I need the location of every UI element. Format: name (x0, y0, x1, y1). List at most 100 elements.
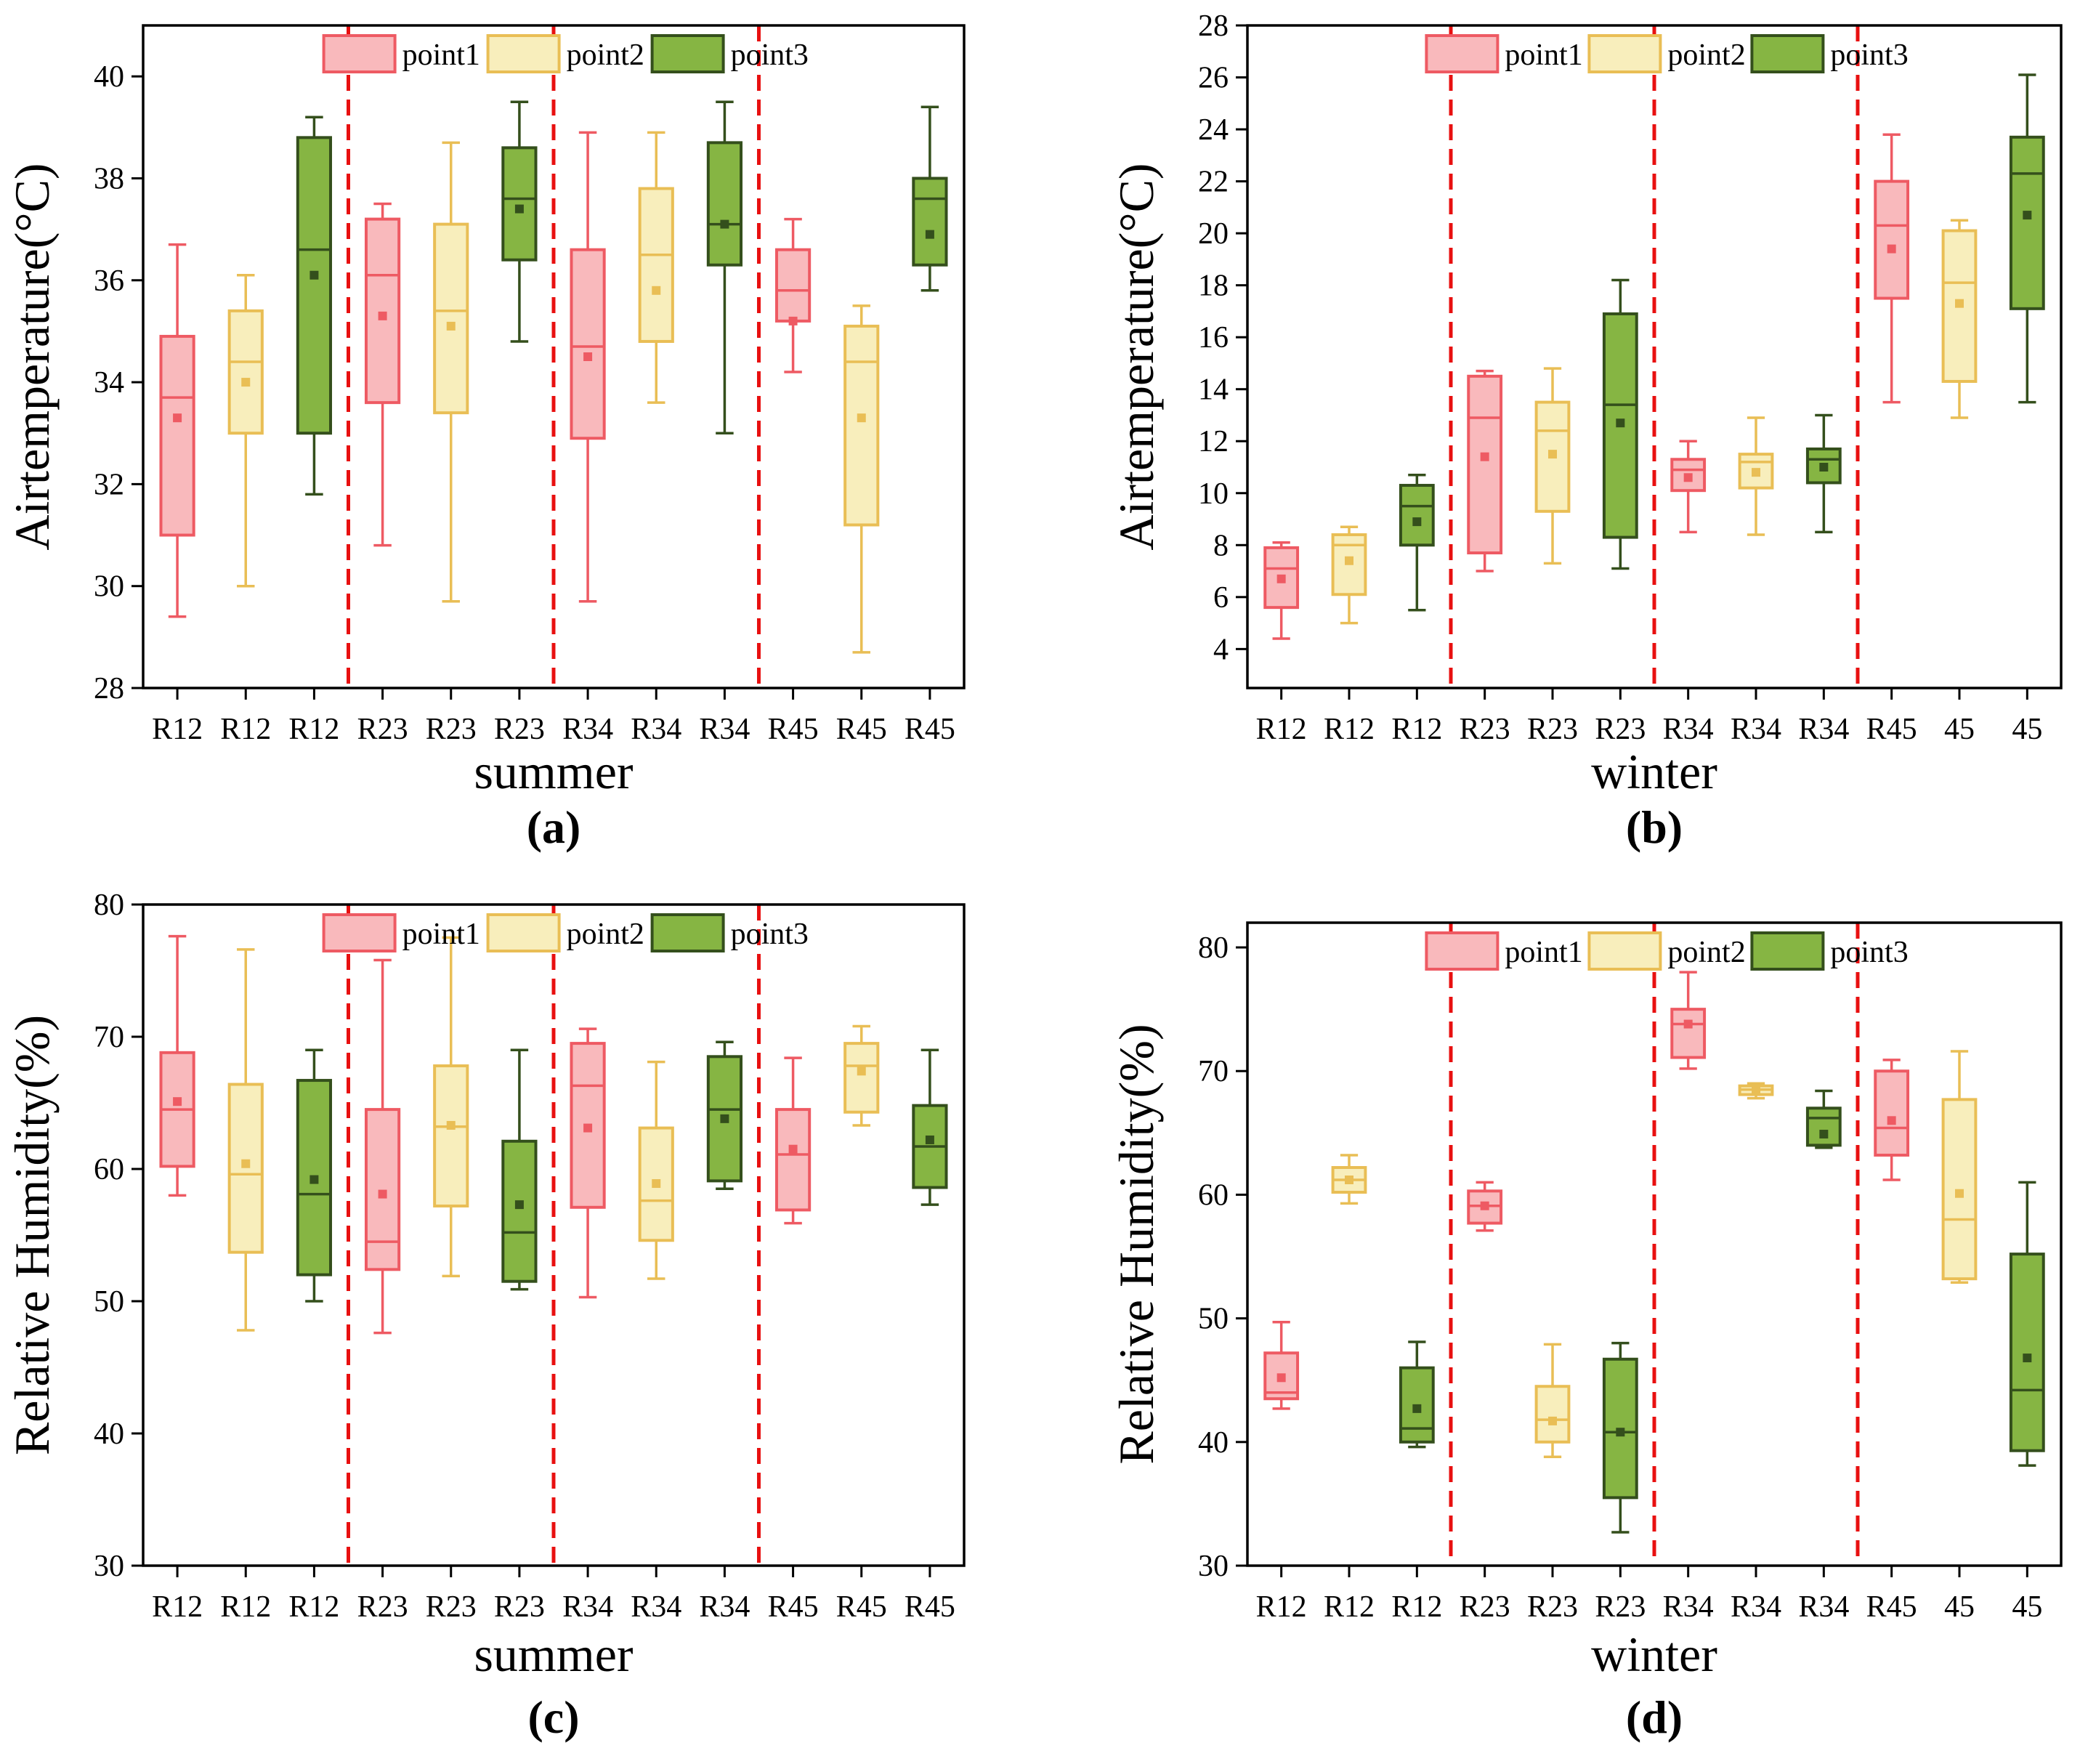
box-body (1874, 179, 1910, 300)
x-tick-label: R12 (220, 713, 271, 746)
y-tick-label: 30 (94, 570, 124, 604)
panel-d: 30 40 50 60 70 80 R12 R12 R12 R23 R23 R23 R34 R34 R34 R… (1109, 921, 2063, 1743)
mean-marker (1887, 244, 1896, 254)
y-axis-title: Relative Humidity(%) (4, 1015, 60, 1455)
mean-marker (1412, 517, 1422, 527)
box-body (433, 222, 469, 415)
y-tick-label: 80 (1198, 931, 1229, 965)
box-body (364, 1108, 401, 1271)
legend-swatch-point1 (1425, 931, 1500, 971)
box-point3 (1805, 413, 1842, 534)
x-axis-title: winter (1591, 1627, 1717, 1682)
box-body (1534, 1385, 1571, 1444)
box-point3 (2009, 1181, 2045, 1467)
box-body (501, 146, 538, 262)
box-point1 (1263, 1320, 1300, 1410)
legend-label-point1: point1 (402, 918, 480, 951)
x-tick-label: R12 (288, 1590, 339, 1624)
y-tick-label: 30 (1198, 1550, 1229, 1583)
mean-marker (309, 270, 319, 280)
box-point3 (1602, 278, 1638, 570)
box-point2 (1941, 219, 1978, 419)
x-tick-label: R34 (1663, 1590, 1714, 1624)
legend-swatch-point2 (1587, 931, 1662, 971)
legend-label-point3: point3 (1830, 39, 1908, 72)
plot-frame (142, 903, 966, 1567)
box-point2 (1534, 1343, 1571, 1458)
legend-swatch-point1 (322, 34, 397, 73)
mean-marker (514, 1200, 524, 1210)
box-point1 (159, 243, 195, 618)
mean-marker (1412, 1404, 1422, 1413)
x-tick-label: R12 (1391, 1590, 1442, 1624)
x-tick-label: 45 (1944, 1590, 1975, 1624)
mean-marker (1480, 452, 1489, 461)
mean-marker (857, 413, 866, 423)
x-tick-label: R45 (1866, 713, 1917, 746)
box-body (570, 248, 606, 440)
x-tick-label: R34 (631, 713, 681, 746)
mean-marker (583, 352, 593, 361)
y-axis-title: Airtemperature(°C) (1109, 163, 1164, 550)
mean-marker (1276, 1373, 1286, 1383)
box-point2 (227, 948, 264, 1332)
box-point2 (1331, 525, 1367, 625)
box-body (364, 217, 401, 405)
box-point3 (1805, 1089, 1842, 1149)
legend-label-point1: point1 (402, 39, 480, 72)
mean-marker (1887, 1116, 1896, 1125)
plot-frame (142, 24, 966, 689)
x-tick-label: R12 (1256, 713, 1307, 746)
box-body (706, 141, 743, 267)
x-tick-label: R23 (1460, 713, 1510, 746)
box-body (843, 324, 880, 527)
legend-label-point2: point2 (567, 918, 644, 951)
mean-marker (1819, 463, 1829, 472)
x-tick-label: R12 (1324, 1590, 1375, 1624)
y-tick-label: 28 (1198, 9, 1229, 43)
mean-marker (720, 219, 729, 229)
legend-label-point3: point3 (731, 918, 809, 951)
y-axis-title: Relative Humidity(%) (1109, 1024, 1164, 1464)
x-tick-label: R23 (357, 713, 408, 746)
box-point3 (501, 1048, 538, 1291)
panel-caption: (d) (1626, 1691, 1683, 1743)
box-body (1467, 374, 1503, 555)
legend-swatch-point1 (322, 913, 397, 952)
x-tick-label: R34 (1731, 713, 1781, 746)
x-tick-label: R34 (631, 1590, 681, 1624)
legend-label-point2: point2 (567, 39, 644, 72)
panel-caption: (a) (527, 801, 581, 853)
y-tick-label: 32 (94, 468, 124, 501)
mean-marker (652, 286, 661, 295)
box-point2 (227, 274, 264, 588)
panel-caption: (b) (1626, 801, 1683, 853)
x-tick-label: R12 (152, 1590, 203, 1624)
y-tick-label: 6 (1213, 581, 1229, 615)
mean-marker (1345, 1176, 1353, 1184)
x-tick-label: R34 (699, 1590, 750, 1624)
box-point2 (1331, 1154, 1367, 1205)
box-body (1941, 229, 1978, 383)
legend-swatch-point2 (486, 34, 561, 73)
box-point1 (364, 958, 401, 1335)
x-tick-label: 45 (2012, 1590, 2042, 1624)
box-body (501, 1139, 538, 1283)
mean-marker (1616, 418, 1625, 428)
mean-marker (514, 204, 524, 214)
x-tick-label: R45 (905, 1590, 955, 1624)
mean-marker (788, 316, 798, 325)
panel-c: 30 40 50 60 70 80 R12 R12 R12 R23 R23 R23 R34 R34 R34 R… (4, 889, 966, 1743)
box-point2 (843, 1024, 880, 1127)
legend-swatch-point2 (486, 913, 561, 952)
x-tick-label: R34 (1731, 1590, 1781, 1624)
mean-marker (1683, 473, 1693, 482)
y-tick-label: 50 (94, 1285, 124, 1319)
x-tick-label: R45 (768, 1590, 819, 1624)
y-tick-label: 40 (94, 60, 124, 94)
x-tick-label: R12 (1256, 1590, 1307, 1624)
mean-marker (1752, 1086, 1760, 1096)
box-point3 (912, 1048, 948, 1206)
legend-swatch-point3 (650, 34, 725, 73)
mean-marker (1548, 1416, 1557, 1425)
